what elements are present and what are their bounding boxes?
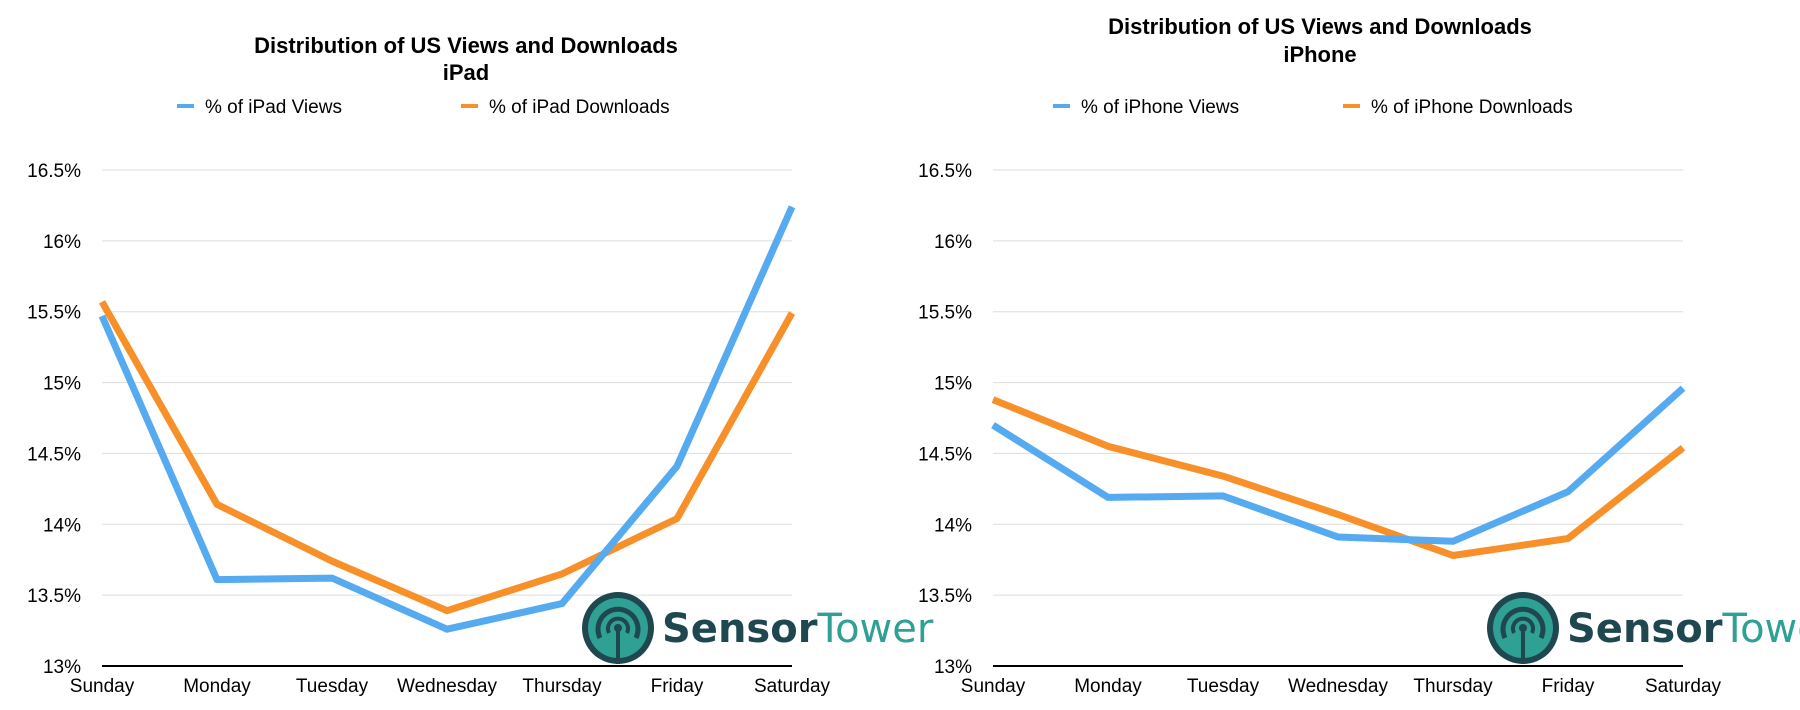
x-tick-label: Wednesday	[397, 676, 497, 697]
wordmark-tower: Tower	[1721, 606, 1800, 652]
series-line-views	[98, 205, 796, 633]
chart-0: Distribution of US Views and DownloadsiP…	[27, 33, 934, 697]
wordmark-tower: Tower	[816, 606, 933, 652]
y-tick-label: 16%	[934, 232, 972, 253]
x-tick-label: Friday	[651, 676, 704, 697]
legend-label-1: % of iPad Downloads	[489, 97, 670, 118]
x-tick-label: Friday	[1542, 676, 1595, 697]
x-tick-label: Saturday	[1645, 676, 1722, 697]
y-tick-label: 13.5%	[918, 586, 972, 607]
logo-antenna	[616, 628, 620, 664]
x-tick-label: Sunday	[70, 676, 135, 697]
legend-label-0: % of iPad Views	[205, 97, 342, 118]
y-tick-label: 15%	[43, 374, 81, 395]
sensortower-logo-icon	[1487, 592, 1559, 664]
logo-outer-arc	[595, 606, 641, 640]
sensortower-logo-icon	[582, 592, 654, 664]
sensortower-logo: SensorTower	[582, 592, 934, 664]
chart-title: Distribution of US Views and Downloads	[1108, 14, 1532, 39]
y-tick-label: 15.5%	[918, 303, 972, 324]
x-tick-label: Monday	[183, 676, 251, 697]
series-line-downloads	[98, 300, 796, 615]
y-tick-label: 16.5%	[918, 161, 972, 182]
wordmark-sensor: Sensor	[662, 606, 818, 652]
y-tick-label: 13.5%	[27, 586, 81, 607]
x-tick-label: Thursday	[1413, 676, 1493, 697]
wordmark-sensor: Sensor	[1567, 606, 1723, 652]
sensortower-wordmark: SensorTower	[1567, 606, 1800, 652]
logo-outer-arc	[1500, 606, 1546, 640]
y-tick-label: 16.5%	[27, 161, 81, 182]
x-tick-label: Tuesday	[296, 676, 369, 697]
chart-subtitle: iPad	[443, 60, 489, 85]
y-tick-label: 14%	[43, 515, 81, 536]
x-tick-label: Monday	[1074, 676, 1142, 697]
legend-label-0: % of iPhone Views	[1081, 97, 1239, 118]
y-tick-label: 13%	[43, 657, 81, 678]
chart-title: Distribution of US Views and Downloads	[254, 33, 678, 58]
x-tick-label: Saturday	[754, 676, 831, 697]
sensortower-wordmark: SensorTower	[662, 606, 934, 652]
sensortower-logo: SensorTower	[1487, 592, 1800, 664]
y-tick-label: 15.5%	[27, 303, 81, 324]
y-tick-label: 15%	[934, 374, 972, 395]
legend-label-1: % of iPhone Downloads	[1371, 97, 1573, 118]
y-tick-label: 14.5%	[27, 444, 81, 465]
x-tick-label: Tuesday	[1187, 676, 1260, 697]
logo-inner-arc	[1511, 616, 1535, 634]
chart-subtitle: iPhone	[1283, 42, 1356, 67]
series-line-views	[991, 385, 1686, 545]
logo-antenna	[1521, 628, 1525, 664]
chart-1: Distribution of US Views and Downloads iP…	[918, 14, 1800, 697]
x-tick-label: Sunday	[961, 676, 1026, 697]
logo-inner-arc	[606, 616, 630, 634]
y-tick-label: 16%	[43, 232, 81, 253]
x-tick-label: Wednesday	[1288, 676, 1388, 697]
y-tick-label: 14.5%	[918, 444, 972, 465]
y-tick-label: 13%	[934, 657, 972, 678]
x-tick-label: Thursday	[522, 676, 602, 697]
y-tick-label: 14%	[934, 515, 972, 536]
